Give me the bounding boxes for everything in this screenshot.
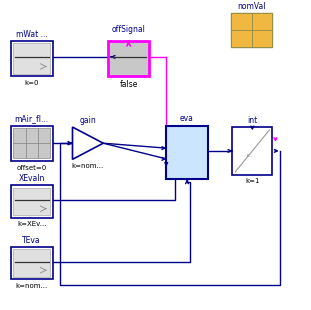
Bar — [11, 185, 53, 218]
Bar — [38, 143, 50, 158]
Bar — [232, 127, 272, 175]
Bar — [13, 143, 26, 158]
Bar — [231, 13, 252, 30]
Text: int: int — [247, 116, 258, 125]
Bar — [252, 30, 272, 47]
Text: offset=0: offset=0 — [16, 165, 47, 171]
Text: k=nom...: k=nom... — [16, 283, 48, 289]
Text: eva: eva — [180, 114, 194, 123]
Bar — [231, 13, 272, 47]
Bar — [13, 188, 50, 215]
Bar — [11, 126, 53, 161]
Bar — [252, 13, 272, 30]
Bar — [13, 250, 50, 277]
Polygon shape — [72, 127, 103, 159]
Bar — [26, 128, 38, 143]
Text: k=XEv...: k=XEv... — [17, 221, 47, 228]
Bar — [108, 41, 149, 76]
Bar — [26, 143, 38, 158]
Text: nomVal: nomVal — [237, 2, 266, 11]
Bar — [166, 126, 208, 179]
Text: false: false — [119, 80, 138, 89]
Text: k=nom...: k=nom... — [72, 163, 104, 169]
Text: k=0: k=0 — [25, 80, 39, 86]
Text: r...: r... — [246, 153, 252, 157]
Text: TEva: TEva — [22, 236, 41, 245]
Text: mAir_fl...: mAir_fl... — [15, 114, 49, 123]
Text: mWat ...: mWat ... — [16, 29, 48, 38]
Bar — [38, 128, 50, 143]
Text: gain: gain — [80, 116, 96, 125]
Text: k=1: k=1 — [245, 179, 260, 184]
Bar — [231, 30, 252, 47]
Bar — [11, 247, 53, 279]
Bar — [11, 41, 53, 76]
Text: offSignal: offSignal — [112, 25, 146, 34]
Text: XEvaIn: XEvaIn — [19, 174, 45, 183]
Bar — [13, 128, 26, 143]
Bar — [13, 43, 50, 74]
